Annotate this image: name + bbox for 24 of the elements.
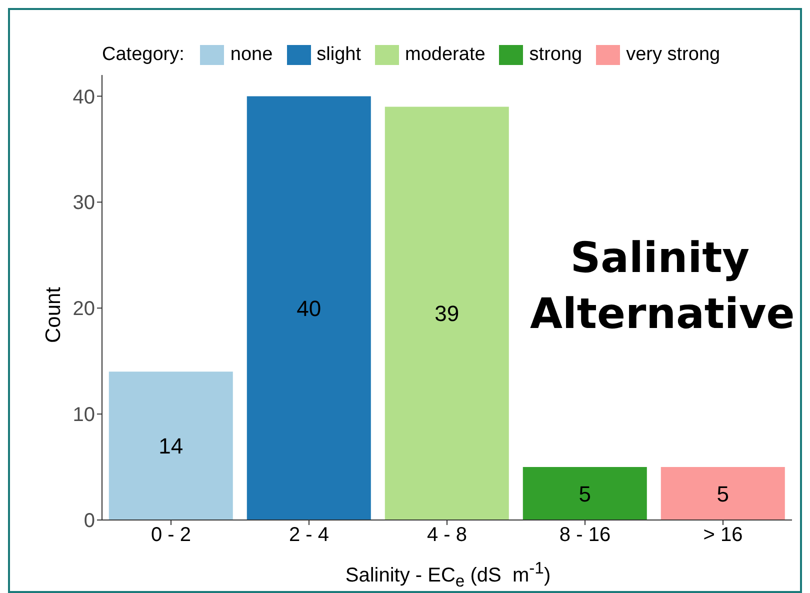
data-label: 5 <box>716 481 730 506</box>
data-label: 40 <box>296 296 322 321</box>
y-tick-label: 40 <box>72 86 95 108</box>
y-tick-label: 20 <box>72 298 95 320</box>
x-tick-label: 0 - 2 <box>150 524 192 546</box>
y-tick-label: 30 <box>72 192 95 214</box>
x-tick-label: 4 - 8 <box>426 524 468 546</box>
y-axis-title: Count <box>42 286 66 344</box>
data-label: 14 <box>158 434 184 459</box>
x-tick-label: 2 - 4 <box>288 524 330 546</box>
data-label: 5 <box>578 481 592 506</box>
x-tick-label: 8 - 16 <box>559 524 611 546</box>
data-label: 39 <box>434 301 460 326</box>
legend-label: strong <box>529 44 582 66</box>
y-tick-label: 0 <box>84 510 95 532</box>
legend-label: moderate <box>405 44 486 66</box>
legend-label: very strong <box>626 44 720 66</box>
legend-title: Category: <box>102 44 184 66</box>
x-axis-title: Salinity - EC$_{e}$ (dS m$^{-1}$) <box>345 558 551 592</box>
legend-label: slight <box>316 44 362 66</box>
legend-label: none <box>230 44 273 66</box>
x-tick-label: > 16 <box>703 524 743 546</box>
annotation: Salinity Alternative <box>530 232 795 340</box>
y-tick-label: 10 <box>72 404 95 426</box>
